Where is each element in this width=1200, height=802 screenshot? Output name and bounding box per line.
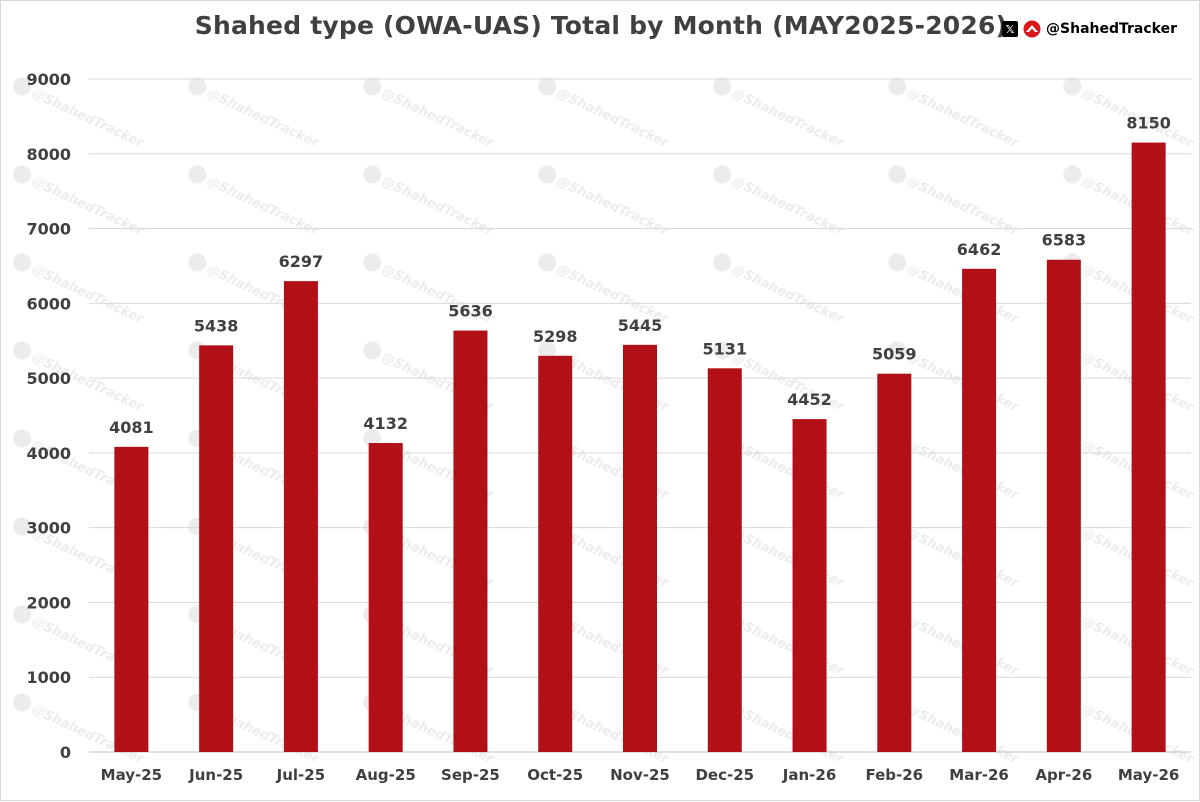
- data-label: 4452: [787, 390, 832, 409]
- data-label: 8150: [1126, 114, 1171, 133]
- x-tick-label: Nov-25: [610, 766, 670, 784]
- bar: [877, 373, 912, 752]
- x-tick-label: Jul-25: [276, 766, 326, 784]
- x-tick-label: Sep-25: [441, 766, 500, 784]
- x-tick-label: May-25: [101, 766, 162, 784]
- shahed-tracker-logo-icon: [1023, 20, 1041, 38]
- bar: [1046, 259, 1081, 752]
- bar: [792, 419, 827, 752]
- y-tick-label: 5000: [26, 369, 71, 388]
- data-label: 6583: [1042, 231, 1087, 250]
- bar: [707, 368, 742, 752]
- chart-title: Shahed type (OWA-UAS) Total by Month (MA…: [194, 11, 1008, 40]
- bar: [538, 355, 573, 752]
- x-tick-label: Aug-25: [356, 766, 416, 784]
- x-tick-label: Dec-25: [695, 766, 754, 784]
- x-tick-label: Apr-26: [1035, 766, 1092, 784]
- y-tick-label: 7000: [26, 220, 71, 239]
- y-tick-label: 9000: [26, 70, 71, 89]
- bar: [453, 330, 488, 752]
- brand-badge[interactable]: 𝕏 @ShahedTracker: [1002, 20, 1177, 38]
- y-tick-label: 4000: [26, 444, 71, 463]
- x-tick-label: May-26: [1118, 766, 1179, 784]
- y-tick-label: 1000: [26, 668, 71, 687]
- y-tick-label: 2000: [26, 593, 71, 612]
- data-label: 6297: [279, 252, 324, 271]
- y-tick-label: 6000: [26, 294, 71, 313]
- x-tick-label: Feb-26: [865, 766, 923, 784]
- x-tick-label: Oct-25: [527, 766, 583, 784]
- x-tick-label: Jan-26: [782, 766, 836, 784]
- brand-handle[interactable]: @ShahedTracker: [1046, 21, 1177, 37]
- bar: [199, 345, 234, 752]
- data-label: 5438: [194, 316, 239, 335]
- data-label: 5298: [533, 327, 578, 346]
- data-label: 4132: [363, 414, 408, 433]
- x-tick-label: Mar-26: [949, 766, 1009, 784]
- bar: [283, 281, 318, 752]
- data-label: 4081: [109, 418, 154, 437]
- bar: [368, 443, 403, 752]
- y-tick-label: 0: [60, 743, 71, 762]
- bar: [623, 344, 657, 752]
- y-tick-label: 3000: [26, 519, 71, 538]
- data-label: 5131: [703, 339, 748, 358]
- x-logo-icon: 𝕏: [1002, 21, 1019, 37]
- bar: [1131, 142, 1166, 753]
- data-label: 6462: [957, 240, 1002, 259]
- bar: [962, 268, 997, 752]
- data-label: 5445: [618, 316, 663, 335]
- x-tick-label: Jun-25: [188, 766, 243, 784]
- y-tick-label: 8000: [26, 145, 71, 164]
- data-label: 5059: [872, 345, 917, 364]
- data-label: 5636: [448, 302, 493, 321]
- bar: [114, 446, 149, 752]
